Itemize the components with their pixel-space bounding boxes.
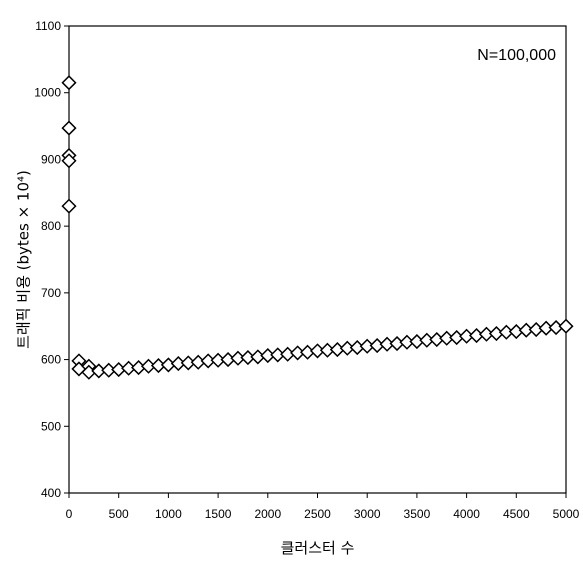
x-tick-label: 4500 [503, 507, 530, 521]
y-tick-label: 1000 [34, 86, 61, 100]
data-point [61, 75, 77, 91]
x-tick-label: 4000 [453, 507, 480, 521]
y-tick-label: 600 [41, 353, 61, 367]
x-tick-label: 0 [66, 507, 73, 521]
data-point [558, 318, 574, 334]
annotation-label: N=100,000 [477, 47, 556, 64]
y-tick-label: 400 [41, 486, 61, 500]
y-tick-label: 1100 [35, 19, 61, 33]
x-tick-label: 2500 [304, 507, 331, 521]
x-axis-title: 클러스터 수 [281, 539, 355, 557]
data-point [61, 120, 77, 136]
x-tick-label: 500 [109, 507, 129, 521]
y-tick-label: 700 [41, 286, 61, 300]
x-tick-label: 3500 [404, 507, 431, 521]
data-series [61, 75, 574, 380]
x-tick-label: 5000 [553, 507, 580, 521]
x-axis: 0 500 1000 1500 2000 2500 3000 3500 4000 4500 5000 [66, 493, 580, 521]
x-tick-label: 3000 [354, 507, 381, 521]
data-point [61, 198, 77, 214]
plot-area [68, 25, 567, 494]
y-tick-label: 500 [41, 419, 61, 433]
x-tick-label: 1000 [155, 507, 182, 521]
x-tick-label: 2000 [254, 507, 281, 521]
data-point [61, 153, 77, 169]
y-axis-title: 트래픽 비용 (bytes × 10⁴) [15, 170, 33, 349]
x-tick-label: 1500 [205, 507, 232, 521]
y-tick-label: 900 [41, 152, 61, 166]
y-axis: 400 500 600 700 800 900 1000 1100 [34, 19, 69, 500]
y-tick-label: 800 [41, 219, 61, 233]
